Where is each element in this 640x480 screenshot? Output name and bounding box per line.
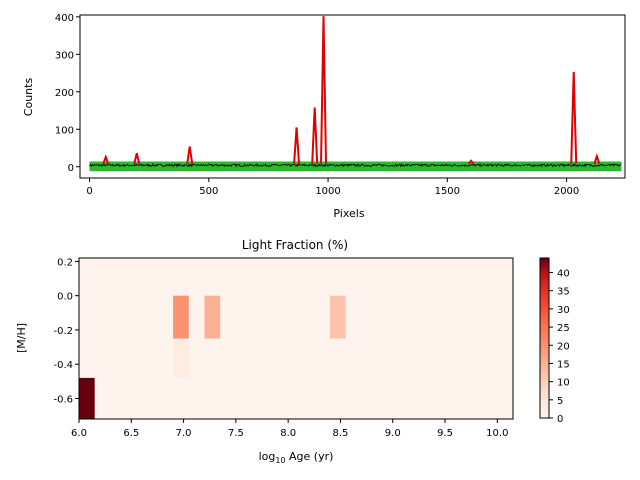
heatmap-axes-frame — [78, 257, 514, 420]
emission-peak — [186, 146, 194, 164]
colorbar-tick-label: 10 — [557, 378, 570, 389]
spectrum-axes-frame — [79, 14, 626, 179]
heatmap-y-axis-label: [M/H] — [15, 323, 28, 353]
y-tick-label: 0.2 — [57, 257, 73, 268]
x-tick-label: 9.0 — [385, 428, 401, 439]
heatmap-cell — [329, 295, 346, 339]
x-tick-label: 6.5 — [123, 428, 139, 439]
x-tick-label: 7.0 — [176, 428, 192, 439]
x-tick-label: 500 — [199, 186, 218, 197]
heatmap-y-ticks: 0.2 0.0 -0.2 -0.4 -0.6 — [53, 257, 79, 405]
emission-peak — [102, 154, 110, 165]
x-tick-label: 1000 — [315, 186, 340, 197]
colorbar-ticks: 0 5 10 15 20 25 30 35 40 — [549, 269, 570, 425]
y-tick-label: -0.2 — [53, 326, 73, 337]
x-tick-label: 7.5 — [228, 428, 244, 439]
x-tick-label: 1500 — [435, 186, 460, 197]
spectrum-y-ticks: 0 100 200 300 400 — [55, 13, 80, 174]
y-tick-label: -0.6 — [53, 394, 73, 405]
y-tick-label: 400 — [55, 13, 74, 24]
x-label-subscript: 10 — [275, 456, 285, 465]
x-tick-label: 0 — [86, 186, 92, 197]
colorbar-tick-label: 20 — [557, 341, 570, 352]
spectrum-y-axis-label: Counts — [22, 78, 35, 117]
emission-peak — [570, 71, 578, 164]
spectrum-plot-area — [89, 16, 622, 172]
colorbar-tick-label: 15 — [557, 359, 570, 370]
heatmap-background — [79, 258, 513, 419]
observed-spectrum-line — [89, 162, 622, 168]
emission-peak — [293, 127, 301, 164]
x-tick-label: 8.0 — [280, 428, 296, 439]
spectrum-x-axis-label: Pixels — [333, 207, 364, 220]
emission-peak — [133, 153, 141, 164]
emission-peak — [311, 107, 319, 164]
x-tick-label: 9.5 — [437, 428, 453, 439]
colorbar-tick-label: 40 — [557, 269, 570, 280]
emission-peak — [320, 16, 328, 164]
heatmap-x-ticks: 6.0 6.5 7.0 7.5 8.0 8.5 9.0 9.5 10.0 — [71, 419, 508, 439]
heatmap-cell — [173, 295, 189, 339]
light-fraction-heatmap — [79, 258, 513, 419]
heatmap-cell — [173, 338, 189, 378]
colorbar-tick-label: 35 — [557, 287, 570, 298]
emission-peak — [593, 153, 601, 165]
heatmap-cell — [204, 295, 221, 339]
light-fraction-panel: Light Fraction (%) 6.0 6.5 7.0 7.5 8.0 8.5 9.0… — [15, 238, 570, 465]
y-tick-label: 0.0 — [57, 292, 73, 303]
x-label-log: log — [259, 450, 276, 463]
y-tick-label: 0 — [68, 163, 74, 174]
colorbar-tick-label: 30 — [557, 305, 570, 316]
x-label-rest: Age (yr) — [286, 450, 334, 463]
x-tick-label: 10.0 — [486, 428, 508, 439]
colorbar-tick-label: 25 — [557, 323, 570, 334]
heatmap-x-axis-label: log10 Age (yr) — [259, 450, 334, 465]
spectrum-x-ticks: 0 500 1000 1500 2000 — [86, 178, 579, 197]
y-tick-label: 100 — [55, 125, 74, 136]
spectrum-panel: 0 500 1000 1500 2000 0 100 200 300 400 Pixels Co… — [22, 13, 626, 220]
y-tick-label: 200 — [55, 88, 74, 99]
emission-peak — [467, 159, 475, 165]
x-tick-label: 6.0 — [71, 428, 87, 439]
x-tick-label: 8.5 — [332, 428, 348, 439]
heatmap-cell — [79, 377, 95, 419]
colorbar-tick-label: 0 — [557, 414, 563, 425]
x-tick-label: 2000 — [554, 186, 579, 197]
light-fraction-title: Light Fraction (%) — [242, 238, 348, 252]
y-tick-label: 300 — [55, 50, 74, 61]
colorbar — [539, 257, 550, 419]
residual-noise-band — [89, 161, 622, 172]
y-tick-label: -0.4 — [53, 360, 73, 371]
colorbar-tick-label: 5 — [557, 396, 563, 407]
